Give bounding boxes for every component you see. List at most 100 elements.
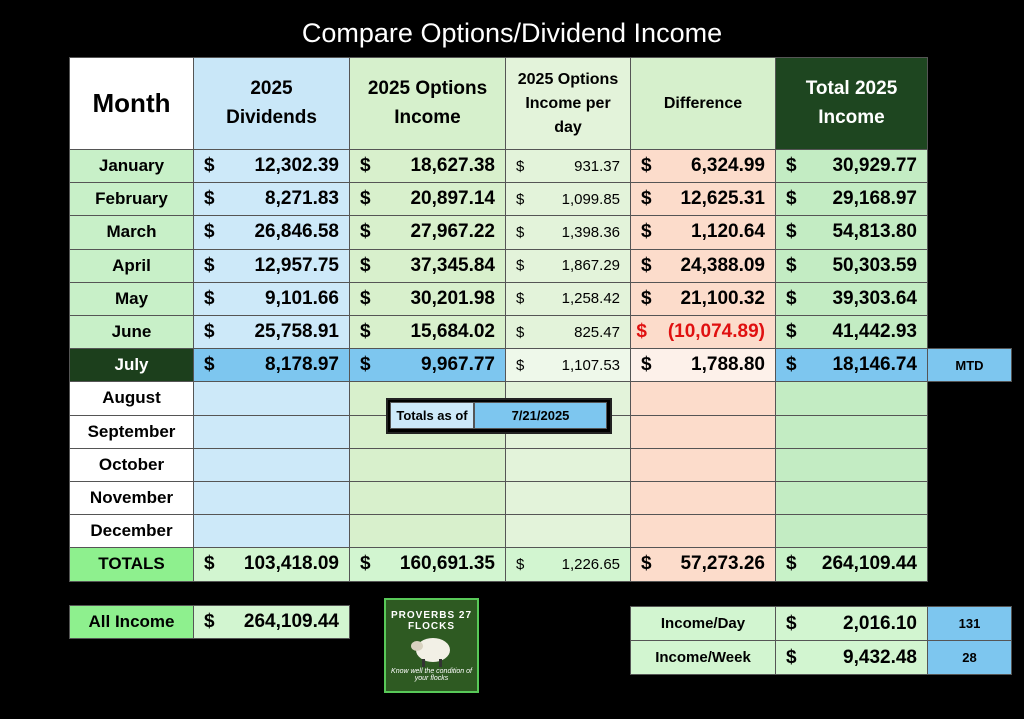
sheep-icon [410, 637, 450, 667]
amount: 264,109.44 [821, 553, 917, 575]
currency: $ [641, 254, 652, 276]
currency: $ [360, 155, 371, 177]
header-cell: Total 2025 Income [775, 57, 928, 150]
currency: $ [204, 287, 215, 309]
currency: $ [516, 257, 525, 275]
amount: 39,303.64 [832, 287, 917, 309]
amount: 103,418.09 [243, 553, 339, 575]
currency: $ [516, 323, 525, 341]
summary-label: Income/Day [630, 606, 776, 641]
value-cell: $37,345.84 [349, 248, 506, 283]
value-cell: $18,146.74 [775, 348, 928, 383]
totals-as-of-date: 7/21/2025 [474, 402, 607, 429]
currency: $ [641, 287, 652, 309]
amount: 25,758.91 [254, 321, 339, 343]
currency: $ [786, 155, 797, 177]
amount: 931.37 [574, 157, 620, 175]
currency: $ [204, 155, 215, 177]
value-cell: $25,758.91 [193, 315, 350, 350]
amount: 30,201.98 [410, 287, 495, 309]
amount: 9,101.66 [265, 287, 339, 309]
value-cell [630, 381, 776, 416]
currency: $ [204, 221, 215, 243]
amount: 37,345.84 [410, 254, 495, 276]
amount: 57,273.26 [680, 553, 765, 575]
value-cell: $9,967.77 [349, 348, 506, 383]
value-cell: $41,442.93 [775, 315, 928, 350]
value-cell: $24,388.09 [630, 248, 776, 283]
value-cell: $20,897.14 [349, 182, 506, 217]
mtd-label: MTD [927, 348, 1012, 383]
currency: $ [516, 157, 525, 175]
value-cell: $8,178.97 [193, 348, 350, 383]
summary-value: $9,432.48 [775, 640, 928, 675]
value-cell [505, 447, 631, 482]
value-cell: $ (10,074.89) [630, 315, 776, 350]
amount: 160,691.35 [399, 553, 495, 575]
header-cell: 2025 Dividends [193, 57, 350, 150]
currency: $ [204, 611, 215, 632]
value-cell: $18,627.38 [349, 149, 506, 184]
value-cell [349, 481, 506, 516]
summary-label: Income/Week [630, 640, 776, 675]
currency: $ [641, 155, 652, 177]
value-cell: $12,957.75 [193, 248, 350, 283]
value-cell [193, 514, 350, 549]
value-cell [775, 481, 928, 516]
value-cell [193, 481, 350, 516]
month-cell: April [69, 248, 194, 283]
amount: 27,967.22 [410, 221, 495, 243]
currency: $ [360, 354, 371, 376]
month-cell: May [69, 281, 194, 316]
totals-as-of: Totals as of 7/21/2025 [386, 398, 612, 434]
amount: 12,625.31 [680, 188, 765, 210]
currency: $ [641, 354, 652, 376]
amount: 1,099.85 [561, 190, 620, 208]
amount: 20,897.14 [410, 188, 495, 210]
value-cell: $9,101.66 [193, 281, 350, 316]
month-cell: March [69, 215, 194, 250]
amount: 8,178.97 [265, 354, 339, 376]
value-cell: $15,684.02 [349, 315, 506, 350]
logo: PROVERBS 27 FLOCKS Know well the conditi… [384, 598, 479, 693]
amount: 21,100.32 [680, 287, 765, 309]
amount: 30,929.77 [832, 155, 917, 177]
value-cell: $57,273.26 [630, 547, 776, 582]
currency: $ [516, 356, 525, 374]
currency: $ [204, 254, 215, 276]
value-cell [349, 514, 506, 549]
amount: 264,109.44 [243, 611, 339, 632]
value-cell: $103,418.09 [193, 547, 350, 582]
amount: 18,146.74 [832, 354, 917, 376]
value-cell: $29,168.97 [775, 182, 928, 217]
amount: 6,324.99 [691, 155, 765, 177]
amount: 2,016.10 [843, 612, 917, 634]
value-cell [193, 447, 350, 482]
value-cell: $1,398.36 [505, 215, 631, 250]
month-cell: February [69, 182, 194, 217]
currency: $ [786, 221, 797, 243]
currency: $ [204, 354, 215, 376]
currency: $ [204, 188, 215, 210]
month-cell: September [69, 414, 194, 449]
header-cell: 2025 Options Income per day [505, 57, 631, 150]
value-cell: $50,303.59 [775, 248, 928, 283]
all-income-label: All Income [69, 605, 194, 639]
value-cell [630, 414, 776, 449]
month-cell: July [69, 348, 194, 383]
value-cell: $12,302.39 [193, 149, 350, 184]
amount: 1,120.64 [691, 221, 765, 243]
currency: $ [636, 321, 647, 343]
currency: $ [786, 646, 797, 668]
currency: $ [641, 221, 652, 243]
value-cell: $39,303.64 [775, 281, 928, 316]
summary-count: 131 [927, 606, 1012, 641]
amount: 825.47 [574, 323, 620, 341]
currency: $ [360, 254, 371, 276]
amount: 1,107.53 [561, 356, 620, 374]
currency: $ [516, 190, 525, 208]
logo-motto: Know well the condition of your flocks [391, 667, 472, 682]
amount: 1,867.29 [561, 257, 620, 275]
summary-count: 28 [927, 640, 1012, 675]
